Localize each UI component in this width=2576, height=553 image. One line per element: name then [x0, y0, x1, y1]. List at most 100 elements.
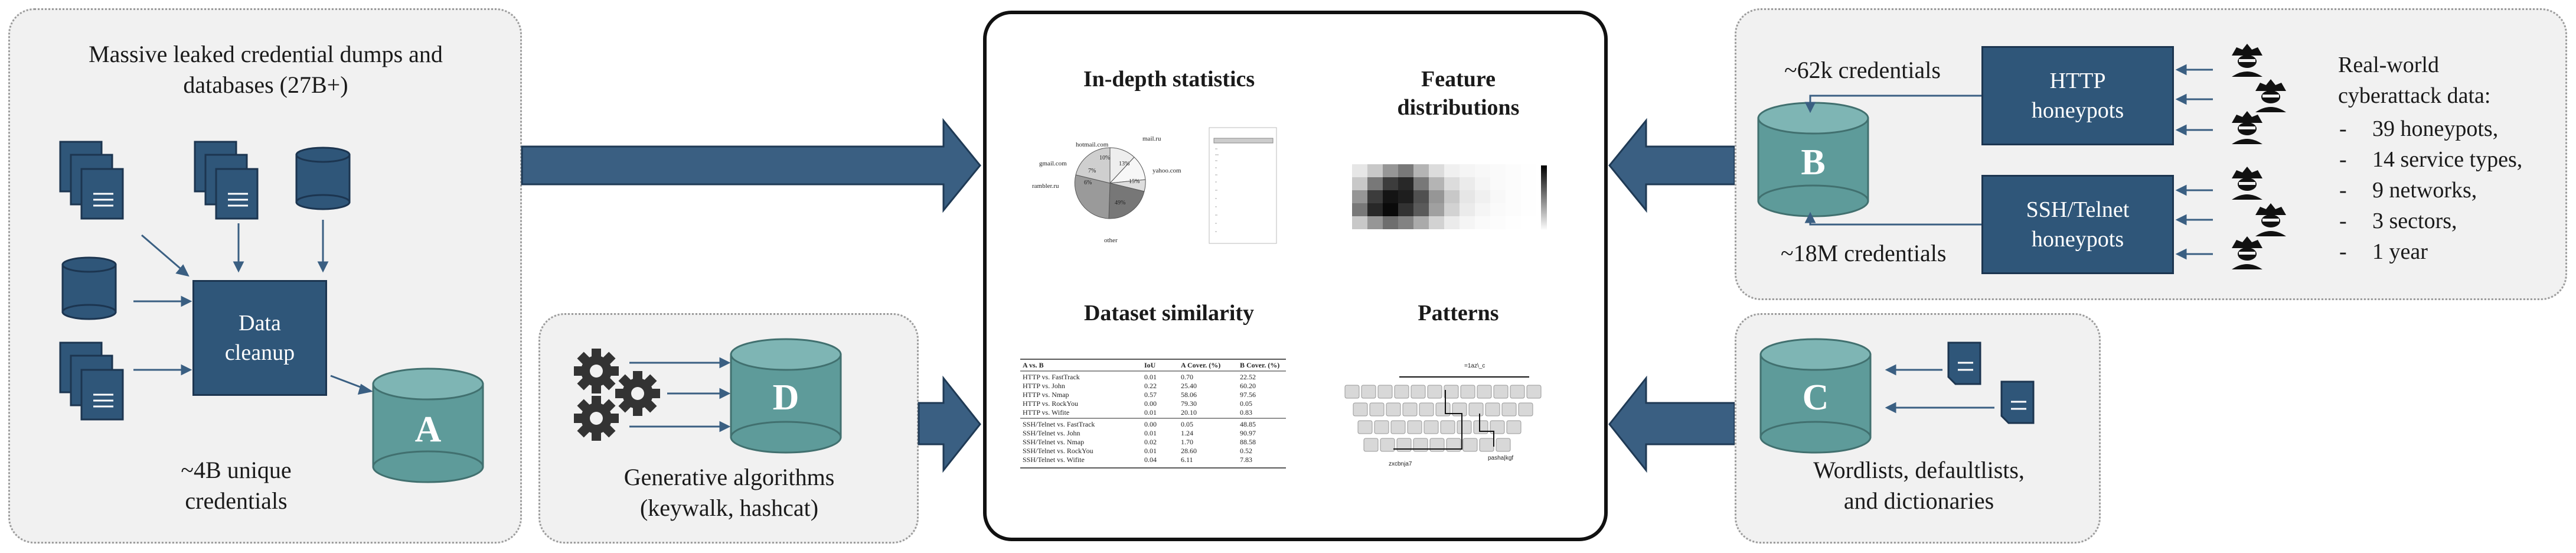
- real-world-item: -14 service types,: [2339, 147, 2523, 172]
- hacker-icon: [2232, 111, 2262, 144]
- real-world-title-line2: cyberattack data:: [2338, 83, 2491, 108]
- table-cell: 0.04: [1144, 456, 1157, 464]
- heatmap-cell: [1444, 190, 1460, 203]
- generative-caption-line2: (keywalk, hashcat): [639, 495, 819, 521]
- arrow-from-generative: [918, 375, 981, 473]
- heatmap-cell: [1475, 190, 1490, 203]
- table-cell: 1.70: [1181, 438, 1193, 446]
- heatmap-cell: [1521, 216, 1536, 229]
- table-cell: 90.97: [1240, 429, 1256, 437]
- heatmap-cell: [1413, 164, 1429, 177]
- keyboard-key: [1518, 402, 1533, 417]
- leaked-sources-title: Massive leaked credential dumps and data…: [24, 39, 508, 100]
- keyboard-key: [1506, 420, 1522, 434]
- feature-heatmap: [1352, 164, 1547, 230]
- heatmap-cell: [1383, 190, 1398, 203]
- heatmap-cell: [1460, 177, 1475, 190]
- keyboard-key: [1490, 420, 1505, 434]
- table-cell: 0.57: [1144, 391, 1157, 399]
- heatmap-cell: [1521, 177, 1536, 190]
- heatmap-cell: [1429, 190, 1444, 203]
- http-credentials-count: ~62k credentials: [1784, 57, 1941, 83]
- real-world-list: -39 honeypots, -14 service types, -9 net…: [2339, 113, 2522, 267]
- heatmap-cell: [1383, 203, 1398, 216]
- keyboard-key: [1377, 385, 1393, 399]
- document-icon: [1947, 341, 1981, 385]
- heatmap-cell: [1352, 216, 1367, 229]
- heatmap-cell: [1490, 190, 1506, 203]
- table-cell: 58.06: [1181, 391, 1197, 399]
- heatmap-cell: [1460, 216, 1475, 229]
- keyboard-key: [1429, 438, 1445, 452]
- table-cell: SSH/Telnet vs. John: [1023, 429, 1080, 437]
- table-cell: 22.52: [1240, 373, 1256, 381]
- keyboard-key: [1353, 402, 1368, 417]
- table-cell: 0.83: [1240, 408, 1252, 417]
- table-cell: SSH/Telnet vs. FastTrack: [1023, 420, 1095, 428]
- keyboard-key: [1440, 420, 1455, 434]
- keyboard-key: [1344, 385, 1360, 399]
- keyboard-key: [1485, 402, 1500, 417]
- heatmap-cell: [1460, 190, 1475, 203]
- heatmap-cell: [1352, 190, 1367, 203]
- heatmap-cell: [1506, 164, 1521, 177]
- table-cell: 0.52: [1240, 447, 1252, 455]
- keyboard-key: [1361, 385, 1376, 399]
- keyboard-top-label: =1az\_c: [1464, 363, 1485, 369]
- database-a-letter: A: [414, 409, 442, 450]
- table-header: IoU: [1144, 361, 1156, 369]
- keyboard-key: [1394, 385, 1409, 399]
- data-cleanup-line2: cleanup: [224, 340, 295, 365]
- table-cell: 0.00: [1144, 420, 1157, 428]
- heatmap-cell: [1475, 203, 1490, 216]
- heatmap-cell: [1490, 203, 1506, 216]
- heatmap-cell: [1506, 190, 1521, 203]
- ssh-honeypots-line2: honeypots: [2031, 227, 2124, 252]
- table-cell: 0.01: [1144, 429, 1157, 437]
- heatmap-cell: [1490, 177, 1506, 190]
- keyboard-key: [1411, 385, 1426, 399]
- heatmap-cell: [1367, 164, 1383, 177]
- keyboard-key: [1363, 438, 1379, 452]
- database-d-cylinder: [730, 338, 842, 454]
- database-c-letter: C: [1802, 378, 1829, 418]
- table-cell: SSH/Telnet vs. RockYou: [1023, 447, 1093, 455]
- pie-pct: 15%: [1129, 178, 1140, 185]
- heatmap-cell: [1383, 164, 1398, 177]
- heatmap-cell: [1444, 216, 1460, 229]
- heatmap-cell: [1367, 190, 1383, 203]
- table-cell: 60.20: [1240, 382, 1256, 390]
- hacker-icon: [2255, 203, 2286, 236]
- keyboard-key: [1369, 402, 1385, 417]
- document-icon: [2000, 380, 2035, 424]
- pie-label: gmail.com: [1039, 160, 1067, 167]
- hacker-icons: [2232, 44, 2286, 269]
- table-cell: 7.83: [1240, 456, 1252, 464]
- heatmap-cell: [1460, 164, 1475, 177]
- keyboard-key: [1374, 420, 1389, 434]
- unique-credentials-caption: ~4B unique credentials: [142, 455, 331, 516]
- table-cell: 20.10: [1181, 408, 1197, 417]
- keyboard-key: [1444, 385, 1459, 399]
- feature-title-line1: Feature: [1421, 67, 1496, 92]
- leaked-sources-icons: [59, 141, 484, 483]
- wordlist-caption-line1: Wordlists, defaultlists,: [1813, 457, 2025, 483]
- http-honeypots-line2: honeypots: [2031, 98, 2124, 123]
- generative-icons: [574, 338, 842, 454]
- keyboard-key: [1419, 402, 1434, 417]
- heatmap-cell: [1490, 164, 1506, 177]
- heatmap-cell: [1352, 177, 1367, 190]
- pie-pct: 7%: [1088, 168, 1096, 174]
- heatmap-cell: [1521, 203, 1536, 216]
- keyboard-key: [1407, 420, 1422, 434]
- keyboard-key: [1468, 402, 1484, 417]
- table-header: A vs. B: [1023, 361, 1044, 369]
- ssh-honeypots-box: SSH/Telnet honeypots: [1981, 175, 2174, 274]
- real-world-item: -1 year: [2339, 239, 2428, 264]
- real-world-item: -3 sectors,: [2339, 209, 2457, 233]
- pie-pct: 6%: [1084, 180, 1092, 186]
- heatmap-cell: [1398, 216, 1413, 229]
- heatmap-cell: [1398, 203, 1413, 216]
- heatmap-cell: [1429, 203, 1444, 216]
- keyboard-key: [1357, 420, 1373, 434]
